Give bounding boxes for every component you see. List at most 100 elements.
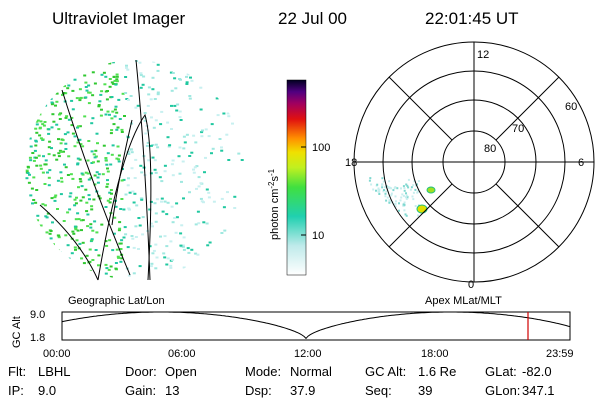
pixel: [189, 76, 192, 79]
pixel: [402, 203, 405, 206]
pixel: [49, 64, 53, 66]
pixel: [387, 187, 390, 190]
pixel: [84, 96, 88, 99]
pixel: [84, 171, 88, 174]
pixel: [107, 268, 111, 271]
pixel: [154, 243, 158, 246]
pixel: [124, 92, 128, 94]
orbit-curve: [61, 311, 571, 340]
pixel: [29, 159, 33, 162]
pixel: [32, 176, 36, 179]
pixel: [45, 216, 49, 219]
pixel: [149, 98, 153, 101]
pixel: [203, 267, 207, 270]
pixel: [88, 91, 92, 94]
pixel: [213, 265, 217, 268]
pixel: [49, 278, 53, 280]
pixel: [44, 215, 48, 218]
pixel: [34, 275, 38, 278]
pixel: [93, 220, 97, 223]
pixel: [81, 145, 85, 148]
pixel: [109, 197, 112, 200]
pixel: [210, 123, 214, 126]
pixel: [152, 126, 156, 129]
pixel: [80, 229, 83, 232]
pixel: [404, 213, 407, 216]
pixel: [130, 235, 134, 237]
pixel: [170, 128, 173, 130]
pixel: [54, 248, 58, 251]
pixel: [127, 207, 131, 210]
pixel: [160, 197, 164, 200]
pixel: [223, 66, 227, 69]
pixel: [138, 265, 142, 268]
info-label: IP:: [8, 383, 24, 398]
pixel: [140, 198, 144, 201]
pixel: [66, 131, 70, 134]
pixel: [87, 102, 91, 105]
pixel: [166, 136, 170, 139]
pixel: [208, 241, 212, 244]
pixel: [56, 268, 60, 271]
pixel: [66, 174, 70, 176]
pixel: [47, 132, 51, 135]
time: 22:01:45 UT: [425, 9, 519, 28]
pixel: [108, 191, 112, 194]
pixel: [414, 205, 417, 207]
pixel: [124, 193, 128, 196]
pixel: [35, 109, 39, 112]
pixel: [78, 125, 82, 128]
pixel: [402, 204, 405, 207]
pixel: [38, 103, 42, 106]
pixel: [75, 239, 79, 242]
pixel: [182, 135, 186, 138]
pixel: [133, 177, 137, 179]
pixel: [36, 248, 40, 251]
pixel: [76, 157, 80, 160]
pixel: [39, 167, 43, 170]
pixel: [68, 195, 72, 198]
pixel: [55, 82, 59, 85]
pixel: [403, 209, 406, 212]
pixel: [35, 123, 39, 126]
pixel: [156, 69, 160, 72]
pixel: [370, 183, 373, 186]
pixel: [106, 90, 109, 92]
pixel: [149, 172, 153, 175]
pixel: [110, 153, 114, 156]
altitude-frame: [61, 311, 571, 341]
pixel: [34, 201, 38, 204]
pixel: [71, 89, 75, 92]
hour-label: 0: [468, 279, 474, 291]
pixel: [84, 81, 88, 84]
pixel: [164, 60, 168, 63]
pixel: [226, 112, 230, 115]
pixel: [167, 145, 171, 148]
pixel: [59, 142, 63, 145]
pixel: [156, 63, 160, 66]
pixel: [170, 104, 173, 107]
pixel: [79, 180, 83, 183]
pixel: [74, 218, 78, 221]
pixel: [112, 232, 116, 235]
pixel: [112, 123, 116, 126]
pixel: [111, 144, 115, 147]
pixel: [37, 247, 41, 250]
pixel: [90, 205, 94, 208]
pixel: [30, 187, 34, 190]
pixel: [151, 156, 155, 159]
pixel: [111, 249, 115, 252]
pixel: [35, 95, 38, 98]
pixel: [124, 76, 128, 78]
info-value: 39: [418, 383, 432, 398]
pixel: [185, 83, 189, 85]
pixel: [89, 177, 93, 180]
pixel: [96, 181, 100, 184]
pixel: [180, 224, 184, 227]
pixel: [116, 255, 120, 258]
pixel: [119, 248, 123, 250]
pixel: [52, 279, 56, 280]
pixel: [78, 99, 82, 102]
pixel: [224, 101, 228, 104]
pixel: [39, 137, 43, 140]
